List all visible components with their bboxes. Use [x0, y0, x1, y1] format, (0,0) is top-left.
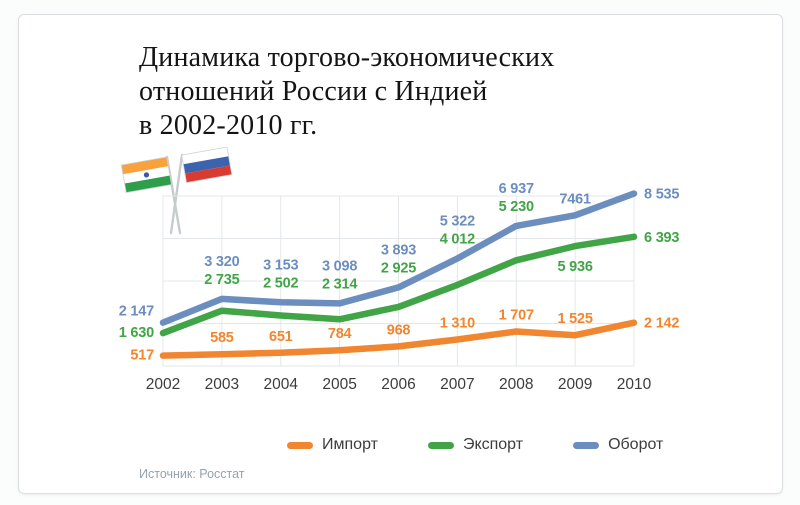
x-axis-label-2002: 2002: [146, 376, 180, 393]
value-label-Оборот-2002: 2 147: [119, 304, 154, 320]
x-axis-label-2010: 2010: [617, 376, 652, 393]
series-line-Экспорт: [159, 233, 638, 337]
import-line-swatch-icon: [287, 441, 313, 449]
value-label-Импорт-2005: 784: [328, 326, 352, 342]
india-flag-icon: [120, 156, 172, 194]
title-line-2: отношений России с Индией: [139, 76, 488, 107]
legend-item-export: Экспорт: [427, 436, 524, 454]
value-label-Импорт-2009: 1 525: [557, 311, 592, 327]
value-label-Экспорт-2009: 5 936: [557, 259, 592, 275]
series-line-Импорт: [159, 319, 638, 359]
series-line-Оборот: [159, 190, 638, 326]
x-axis-label-2004: 2004: [264, 376, 299, 393]
value-label-Оборот-2010: 8 535: [644, 187, 679, 203]
value-label-Оборот-2008: 6 937: [499, 181, 534, 197]
value-label-Экспорт-2006: 2 925: [381, 260, 416, 276]
value-label-Экспорт-2008: 5 230: [499, 199, 534, 215]
value-label-Оборот-2009: 7461: [559, 191, 591, 207]
source-note: Источник: Росстат: [139, 467, 245, 481]
x-axis-label-2006: 2006: [381, 376, 415, 393]
export-line-swatch-icon: [427, 441, 454, 449]
turnover-line-swatch-icon: [573, 441, 600, 449]
legend-label-export: Экспорт: [462, 436, 524, 453]
x-axis-label-2007: 2007: [440, 376, 474, 393]
chart-title: Динамика торгово-экономических отношений…: [139, 41, 554, 143]
value-label-Экспорт-2003: 2 735: [204, 272, 239, 288]
value-label-Импорт-2003: 585: [210, 330, 234, 346]
value-label-Оборот-2003: 3 320: [204, 254, 239, 270]
legend-label-turnover: Оборот: [608, 436, 664, 453]
x-axis-label-2009: 2009: [558, 376, 592, 393]
value-label-Импорт-2002: 517: [130, 348, 154, 364]
value-label-Экспорт-2007: 4 012: [440, 231, 475, 247]
x-axis-label-2003: 2003: [205, 376, 239, 393]
x-axis-label-2005: 2005: [322, 376, 356, 393]
value-label-Оборот-2005: 3 098: [322, 258, 357, 274]
infographic-card: Динамика торгово-экономических отношений…: [18, 14, 783, 494]
title-line-3: в 2002-2010 гг.: [139, 110, 318, 141]
crossed-flags-icon: [120, 146, 233, 235]
value-label-Оборот-2007: 5 322: [440, 213, 475, 229]
value-label-Экспорт-2002: 1 630: [119, 325, 154, 341]
value-label-Экспорт-2005: 2 314: [322, 276, 357, 292]
value-label-Импорт-2008: 1 707: [499, 308, 534, 324]
chart-legend: Импорт Экспорт Оборот: [287, 436, 663, 454]
value-label-Импорт-2010: 2 142: [644, 316, 679, 332]
title-line-1: Динамика торгово-экономических: [139, 42, 555, 73]
legend-label-import: Импорт: [322, 436, 378, 453]
value-label-Оборот-2006: 3 893: [381, 242, 416, 258]
legend-item-turnover: Оборот: [573, 436, 663, 454]
value-label-Экспорт-2010: 6 393: [644, 230, 679, 246]
value-label-Импорт-2007: 1 310: [440, 316, 475, 332]
legend-item-import: Импорт: [287, 436, 378, 454]
value-label-Импорт-2004: 651: [269, 329, 293, 345]
x-axis-label-2008: 2008: [499, 376, 533, 393]
value-label-Импорт-2006: 968: [387, 322, 411, 338]
value-label-Экспорт-2004: 2 502: [263, 275, 298, 291]
value-label-Оборот-2004: 3 153: [263, 257, 298, 273]
russia-flag-icon: [181, 146, 233, 184]
